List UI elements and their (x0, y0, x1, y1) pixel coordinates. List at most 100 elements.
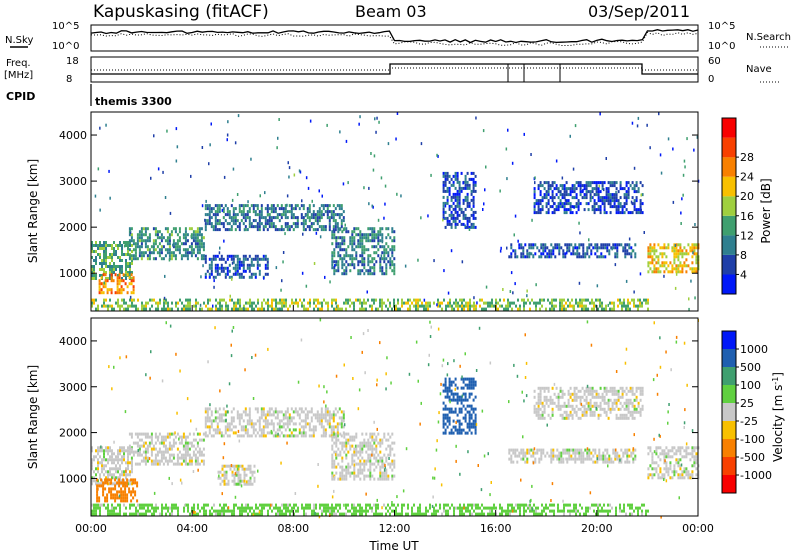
power-cell (470, 192, 473, 196)
power-cell (187, 301, 189, 305)
power-cell (181, 301, 183, 305)
power-cell (216, 228, 219, 232)
velocity-cell (278, 428, 281, 432)
velocity-cell (450, 428, 453, 432)
power-cell (389, 263, 392, 267)
velocity-cell (190, 456, 193, 460)
power-noise-cell (473, 296, 475, 300)
power-cell (322, 228, 325, 232)
power-cell (615, 196, 618, 200)
velocity-cell (535, 401, 538, 405)
power-cell (442, 186, 445, 190)
velocity-cell (592, 460, 595, 464)
velocity-cell (379, 456, 382, 460)
power-cell (456, 204, 459, 208)
power-cell (470, 222, 473, 226)
velocity-cell (625, 413, 628, 417)
velocity-cell (339, 471, 342, 475)
power-cell (115, 268, 117, 271)
velocity-cell (240, 416, 243, 420)
power-noise-cell (311, 199, 313, 203)
power-cell (575, 196, 578, 200)
velocity-cell (593, 395, 596, 399)
power-cell (236, 266, 239, 270)
power-ytick-label: 2000 (59, 221, 87, 234)
power-noise-cell (335, 305, 338, 309)
power-cell (393, 301, 395, 305)
power-cell (616, 249, 619, 253)
power-cell (318, 216, 321, 220)
power-cell (595, 304, 597, 308)
power-cell (164, 227, 167, 231)
power-cell (109, 274, 111, 277)
power-cell (331, 236, 334, 240)
velocity-cell (118, 490, 121, 494)
velocity-cell (276, 434, 279, 438)
power-cell (659, 246, 662, 250)
velocity-cell (341, 468, 344, 472)
power-cell (613, 184, 616, 188)
velocity-cell (539, 392, 542, 396)
power-noise-cell (437, 154, 439, 158)
power-cell (283, 304, 285, 308)
power-cell (163, 298, 165, 302)
velocity-cell (298, 431, 301, 435)
power-noise-cell (667, 137, 670, 141)
power-cell (198, 248, 201, 252)
power-cell (359, 236, 362, 240)
velocity-cell (93, 458, 95, 462)
velocity-cell (526, 460, 529, 464)
power-cell (437, 304, 439, 308)
velocity-cell (617, 389, 620, 393)
velocity-cell (444, 404, 447, 408)
velocity-cell (219, 482, 222, 486)
power-cell (238, 266, 241, 270)
power-noise-cell (681, 197, 683, 201)
velocity-cell (551, 407, 554, 411)
velocity-cell (282, 422, 285, 426)
velocity-cell (466, 431, 469, 435)
power-cell (685, 270, 688, 274)
velocity-cell (597, 404, 600, 408)
power-cell (533, 196, 536, 200)
power-cell (310, 216, 313, 220)
velocity-cell (597, 395, 600, 399)
velocity-cell (100, 484, 103, 488)
velocity-cell (180, 438, 183, 442)
power-noise-cell (572, 306, 574, 310)
power-cell (612, 246, 615, 250)
power-cell (168, 233, 171, 237)
velocity-cell (581, 410, 584, 414)
velocity-cell (262, 431, 265, 435)
power-cell (176, 248, 179, 252)
velocity-cell (369, 453, 372, 457)
velocity-cell (101, 470, 103, 474)
power-cell (653, 252, 656, 256)
power-cell (393, 239, 396, 243)
velocity-cell (540, 448, 543, 452)
power-cell (156, 236, 159, 240)
velocity-cell (131, 482, 133, 486)
velocity-cell (160, 453, 163, 457)
power-cell (466, 192, 469, 196)
velocity-cell (369, 474, 372, 478)
power-cell (162, 257, 165, 261)
velocity-cell (182, 432, 185, 436)
power-cell (343, 239, 346, 243)
power-cell (337, 307, 339, 311)
velocity-cell (156, 438, 159, 442)
power-noise-cell (208, 162, 210, 166)
velocity-cell (270, 413, 273, 417)
velocity-cell (363, 477, 366, 481)
power-cell (558, 252, 561, 256)
power-cell (236, 213, 239, 217)
power-cell (308, 228, 311, 232)
power-cell (185, 304, 187, 308)
power-cell (475, 307, 477, 311)
power-noise-cell (682, 193, 684, 197)
power-cell (373, 233, 376, 237)
power-cell (302, 222, 305, 226)
power-cell (450, 183, 453, 187)
velocity-cell (111, 476, 113, 480)
velocity-cell (617, 407, 620, 411)
